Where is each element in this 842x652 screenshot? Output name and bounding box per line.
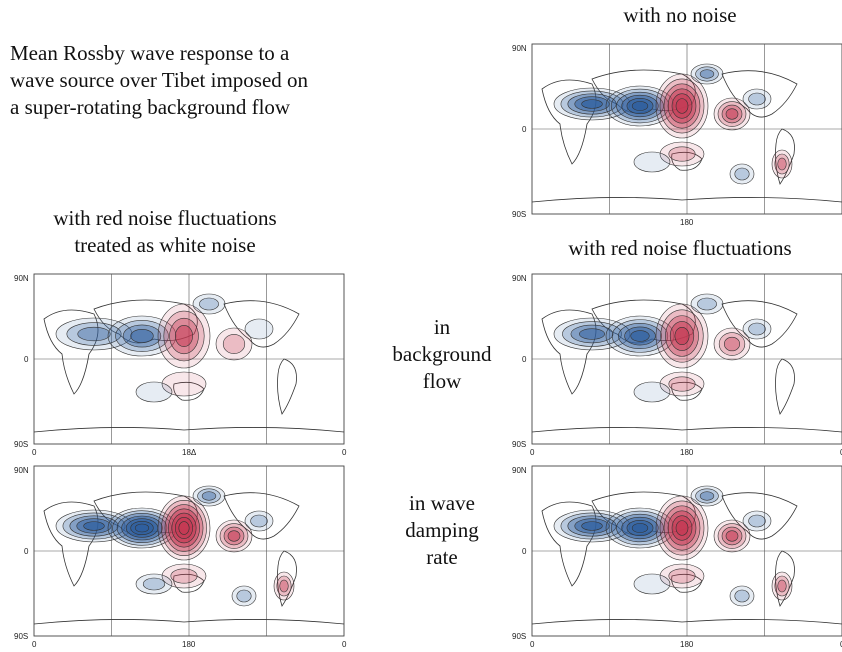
row-label-background-line-2: background — [392, 342, 492, 366]
row-label-damping-line-2: damping — [405, 518, 479, 542]
heading-white-noise-line-1: with red noise fluctuations — [53, 206, 277, 230]
heading-no-noise: with no noise — [623, 3, 737, 27]
map-svg: 90N 0 90S 180 — [512, 43, 842, 227]
lon-label-mid: 180 — [680, 640, 694, 649]
map-svg: 90N 0 90S 0 0 180 — [512, 273, 842, 457]
row-label-background-line-3: flow — [422, 369, 462, 393]
lon-label-mid: 18Δ — [182, 448, 197, 457]
lat-label-0: 0 — [24, 355, 29, 364]
lat-label-0: 0 — [24, 547, 29, 556]
map-panel-no-noise: 90N 0 90S 180 — [510, 38, 842, 230]
map-panel-white-noise-damping: 90N 0 90S 0 0 180 — [12, 460, 350, 652]
heading-white-noise: with red noise fluctuations treated as w… — [20, 205, 310, 259]
title-line-3: a super-rotating background flow — [10, 95, 291, 119]
title-line-2: wave source over Tibet imposed on — [10, 68, 309, 92]
map-svg: 90N 0 90S 0 0 18Δ — [14, 273, 347, 457]
title-line-1: Mean Rossby wave response to a — [10, 41, 290, 65]
row-label-damping-line-3: rate — [426, 545, 458, 569]
lon-label-right: 0 — [342, 448, 347, 457]
lat-label-90n: 90N — [14, 274, 29, 283]
lon-label-mid: 180 — [680, 218, 694, 227]
row-label-damping-line-1: in wave — [409, 491, 475, 515]
heading-white-noise-line-2: treated as white noise — [74, 233, 256, 257]
lat-label-90s: 90S — [512, 440, 526, 449]
lon-label-mid: 180 — [182, 640, 196, 649]
lat-label-90s: 90S — [512, 210, 526, 219]
title-block: Mean Rossby wave response to a wave sour… — [10, 40, 308, 121]
map-panel-white-noise-background: 90N 0 90S 0 0 18Δ — [12, 268, 350, 460]
row-label-background-line-1: in — [433, 315, 451, 339]
lat-label-0: 0 — [522, 355, 527, 364]
lon-label-left: 0 — [530, 448, 535, 457]
lon-label-right: 0 — [840, 448, 842, 457]
lon-label-left: 0 — [530, 640, 535, 649]
map-panel-red-noise-background: 90N 0 90S 0 0 180 — [510, 268, 842, 460]
lon-label-right: 0 — [342, 640, 347, 649]
lat-label-0: 0 — [522, 125, 527, 134]
lat-label-90s: 90S — [14, 440, 28, 449]
lat-label-90n: 90N — [512, 274, 527, 283]
row-label-background: in background flow — [372, 314, 512, 395]
lon-label-mid: 180 — [680, 448, 694, 457]
lon-label-left: 0 — [32, 640, 37, 649]
row-label-damping: in wave damping rate — [372, 490, 512, 571]
lat-label-0: 0 — [522, 547, 527, 556]
lon-label-left: 0 — [32, 448, 37, 457]
lat-label-90n: 90N — [512, 44, 527, 53]
lat-label-90n: 90N — [512, 466, 527, 475]
heading-red-noise: with red noise fluctuations — [568, 236, 792, 260]
lat-label-90n: 90N — [14, 466, 29, 475]
